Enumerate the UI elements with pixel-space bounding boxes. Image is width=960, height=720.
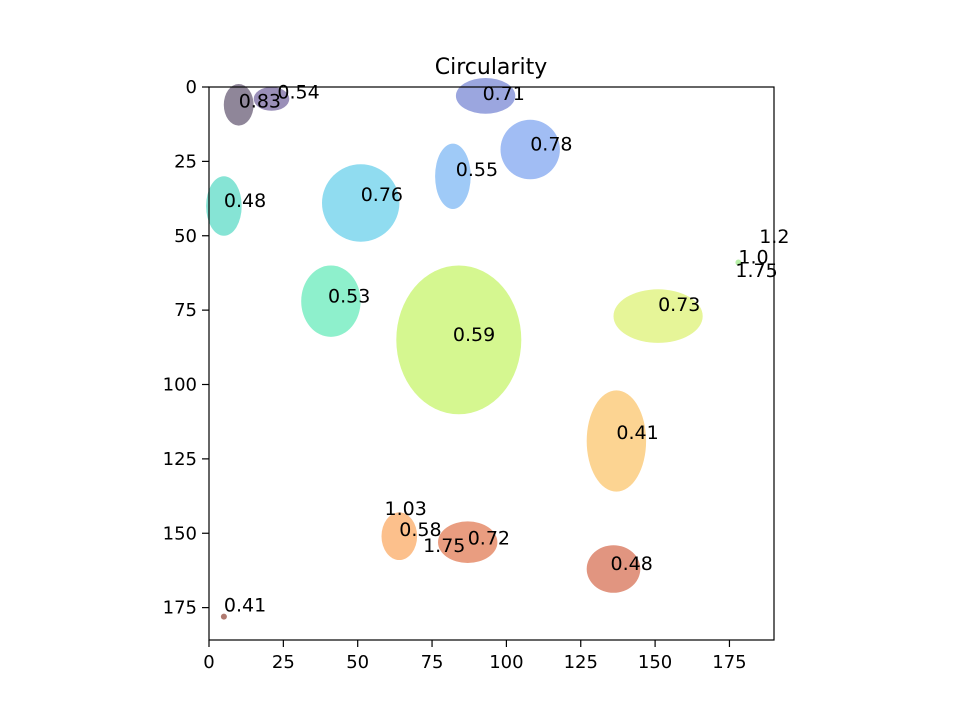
y-tick-label: 75 <box>174 300 197 321</box>
region-blob-7 <box>735 259 742 266</box>
circularity-label-17: 1.75 <box>423 535 465 557</box>
circularity-label-8: 1.0 <box>738 247 768 269</box>
circularity-label-19: 0.41 <box>224 595 266 617</box>
x-tick-label: 75 <box>421 652 444 673</box>
x-tick-label: 175 <box>712 652 746 673</box>
plot-frame <box>208 86 775 641</box>
region-blob-1 <box>253 87 290 111</box>
circularity-label-12: 0.59 <box>453 324 495 346</box>
x-tick-label: 25 <box>272 652 295 673</box>
circularity-label-11: 0.73 <box>658 294 700 316</box>
circularity-label-14: 1.03 <box>385 498 427 520</box>
y-tick-label: 50 <box>174 226 197 247</box>
region-blob-11 <box>586 390 647 492</box>
circularity-label-16: 0.72 <box>468 528 510 550</box>
circularity-label-3: 0.78 <box>530 134 572 156</box>
circularity-label-9: 1.75 <box>735 260 777 282</box>
x-tick-label: 0 <box>203 652 214 673</box>
region-blob-5 <box>322 164 400 242</box>
circularity-label-6: 0.48 <box>224 190 266 212</box>
region-blob-14 <box>586 545 641 593</box>
y-tick-label: 150 <box>163 523 197 544</box>
y-tick-label: 175 <box>163 598 197 619</box>
x-tick-label: 125 <box>564 652 598 673</box>
circularity-label-18: 0.48 <box>611 553 653 575</box>
circularity-label-13: 0.41 <box>616 422 658 444</box>
circularity-label-15: 0.58 <box>399 519 441 541</box>
x-tick-label: 100 <box>489 652 523 673</box>
region-blob-12 <box>381 512 418 560</box>
y-tick-label: 0 <box>186 77 197 98</box>
y-tick-label: 25 <box>174 151 197 172</box>
circularity-label-4: 0.55 <box>456 159 498 181</box>
region-blob-6 <box>206 176 242 236</box>
region-blob-10 <box>396 265 522 415</box>
regions-layer <box>206 78 742 620</box>
value-labels-layer: 0.830.54 0.710.780.550.760.481.21.01.750.… <box>224 82 790 617</box>
circularity-label-10: 0.53 <box>328 285 370 307</box>
region-blob-0 <box>223 84 254 126</box>
x-axis: 0 25 50 75 100 125 150 175 <box>203 640 747 673</box>
chart-title: Circularity <box>435 55 547 80</box>
circularity-label-0: 0.83 <box>239 90 281 112</box>
circularity-label-5: 0.76 <box>361 184 403 206</box>
y-axis: 0 25 50 75 100 125 150 175 <box>163 77 209 619</box>
region-blob-13 <box>438 521 498 563</box>
region-blob-3 <box>500 119 560 180</box>
region-blob-8 <box>301 265 361 337</box>
region-blob-9 <box>613 289 703 343</box>
region-blob-15 <box>220 613 227 620</box>
circularity-label-1: 0.54 <box>277 82 319 104</box>
x-tick-label: 50 <box>346 652 369 673</box>
y-tick-label: 125 <box>163 449 197 470</box>
circularity-label-2: 0.71 <box>483 83 525 105</box>
region-blob-4 <box>435 143 471 209</box>
x-tick-label: 150 <box>638 652 672 673</box>
y-tick-label: 100 <box>163 375 197 396</box>
